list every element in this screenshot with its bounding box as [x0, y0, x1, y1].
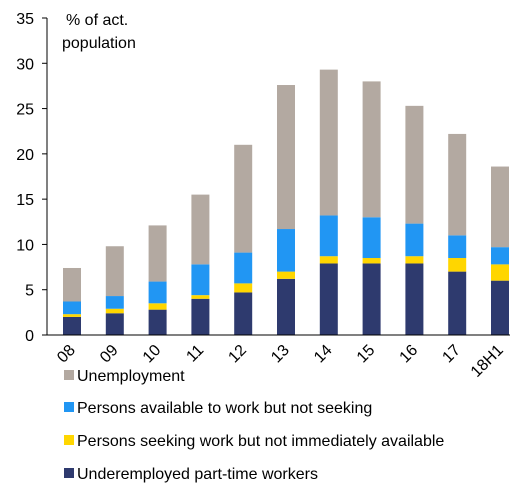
- legend-swatch: [64, 370, 74, 380]
- y-axis-label-line-1: % of act.: [66, 12, 128, 29]
- bar-segment: [491, 264, 509, 281]
- legend-label: Underemployed part-time workers: [77, 466, 318, 483]
- legend-label: Persons seeking work but not immediately…: [77, 433, 444, 450]
- bar-segment: [448, 133, 467, 236]
- bar-stack: [277, 85, 295, 335]
- bar-segment: [362, 263, 381, 335]
- bar-segment: [362, 81, 381, 218]
- bar-segment: [105, 296, 124, 309]
- bar-segment: [105, 308, 124, 314]
- y-tick-label: 5: [25, 283, 34, 300]
- bar-segment: [234, 283, 253, 293]
- bar-segment: [105, 313, 124, 335]
- legend-item: Unemployment: [64, 368, 185, 385]
- x-tick-label: 10: [140, 342, 165, 367]
- bar-segment: [491, 166, 509, 248]
- x-tick-label: 18H1: [468, 342, 507, 381]
- bar-segment: [277, 229, 295, 272]
- bar-segment: [319, 263, 338, 335]
- legend-swatch: [64, 435, 74, 445]
- bar-segment: [277, 271, 295, 279]
- bar-segment: [491, 247, 509, 265]
- bar-segment: [362, 258, 381, 264]
- bars: [63, 69, 509, 335]
- y-tick-label: 35: [16, 11, 34, 28]
- y-tick-label: 0: [25, 328, 34, 345]
- bar-segment: [234, 252, 253, 284]
- bar-segment: [319, 69, 338, 216]
- y-tick-label: 15: [16, 192, 34, 209]
- bar-segment: [191, 194, 210, 265]
- bar-segment: [405, 263, 424, 335]
- legend-item: Underemployed part-time workers: [64, 466, 318, 483]
- x-tick-label: 14: [311, 342, 336, 367]
- bar-segment: [148, 225, 167, 282]
- bar-segment: [405, 223, 424, 257]
- legend: Unemployment Persons available to work bu…: [64, 368, 444, 483]
- bar-stack: [319, 69, 338, 335]
- x-tick-label: 15: [354, 342, 379, 367]
- bar-segment: [234, 144, 253, 253]
- bar-segment: [148, 281, 167, 304]
- legend-swatch: [64, 402, 74, 412]
- bar-segment: [277, 85, 295, 230]
- bar-segment: [105, 246, 124, 297]
- bar-segment: [277, 278, 295, 335]
- bar-segment: [491, 280, 509, 335]
- bar-segment: [63, 301, 81, 315]
- bar-stack: [105, 246, 124, 335]
- bar-segment: [191, 264, 210, 296]
- y-axis-label-line-2: population: [62, 35, 136, 52]
- bar-segment: [148, 309, 167, 335]
- bar-stack: [405, 105, 424, 335]
- bar-segment: [448, 235, 467, 259]
- bar-segment: [319, 215, 338, 257]
- bar-segment: [148, 303, 167, 310]
- bar-stack: [491, 166, 509, 335]
- bar-stack: [362, 81, 381, 335]
- bar-segment: [448, 271, 467, 335]
- bar-segment: [405, 256, 424, 264]
- y-tick-label: 30: [16, 56, 34, 73]
- x-tick-label: 11: [183, 342, 207, 366]
- bar-segment: [191, 298, 210, 335]
- bar-segment: [234, 292, 253, 335]
- x-tick-label: 12: [225, 342, 250, 367]
- x-tick-label: 13: [268, 342, 293, 367]
- bar-segment: [63, 314, 81, 317]
- legend-swatch: [64, 468, 74, 478]
- legend-item: Persons available to work but not seekin…: [64, 400, 372, 417]
- x-tick-label: 08: [54, 342, 79, 367]
- bar-segment: [63, 267, 81, 302]
- x-tick-label: 09: [97, 342, 122, 367]
- legend-label: Persons available to work but not seekin…: [77, 400, 372, 417]
- bar-segment: [362, 217, 381, 259]
- bar-segment: [448, 258, 467, 272]
- x-tick-label: 17: [439, 342, 464, 367]
- bar-segment: [191, 295, 210, 299]
- y-tick-label: 10: [16, 237, 34, 254]
- y-tick-label: 25: [16, 102, 34, 119]
- legend-label: Unemployment: [77, 368, 185, 385]
- y-axis: 0 5 10 15 20 25 30 35: [16, 11, 48, 345]
- bar-segment: [405, 105, 424, 224]
- bar-segment: [319, 256, 338, 264]
- bar-segment: [63, 316, 81, 335]
- bar-stack: [234, 144, 253, 335]
- bar-stack: [63, 267, 81, 335]
- bar-stack: [448, 133, 467, 335]
- bar-stack: [191, 194, 210, 335]
- bar-stack: [148, 225, 167, 335]
- legend-item: Persons seeking work but not immediately…: [64, 433, 444, 450]
- y-tick-label: 20: [16, 147, 34, 164]
- x-tick-label: 16: [397, 342, 422, 367]
